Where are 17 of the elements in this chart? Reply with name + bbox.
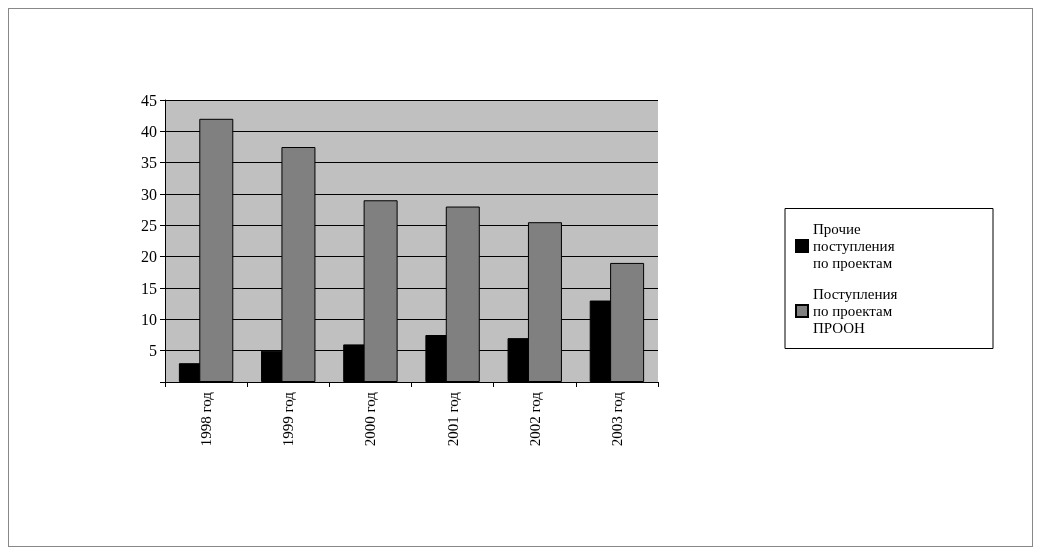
x-tick-label: 2002 год bbox=[526, 391, 543, 447]
y-tick-label: 5 bbox=[149, 342, 157, 360]
y-tick-label: 20 bbox=[141, 248, 157, 266]
y-tick-label: 40 bbox=[141, 122, 157, 140]
y-tick-label: 10 bbox=[141, 310, 157, 328]
x-tick-label: 1998 год bbox=[198, 391, 215, 447]
y-tick-label: 30 bbox=[141, 185, 157, 203]
legend-label: Прочие поступления по проектам bbox=[813, 221, 899, 271]
y-tick-label: 25 bbox=[141, 216, 157, 234]
y-tick-label: 45 bbox=[141, 91, 157, 109]
y-tick-label: 35 bbox=[141, 154, 157, 172]
x-tick-label: 1999 год bbox=[280, 391, 297, 447]
x-tick-label: 2001 год bbox=[444, 391, 461, 447]
y-tick-label: 15 bbox=[141, 279, 157, 297]
legend-label: Поступления по проектам ПРООН bbox=[813, 286, 902, 336]
x-tick-label: 2000 год bbox=[362, 391, 379, 447]
x-tick-label: 2003 год bbox=[608, 391, 625, 447]
